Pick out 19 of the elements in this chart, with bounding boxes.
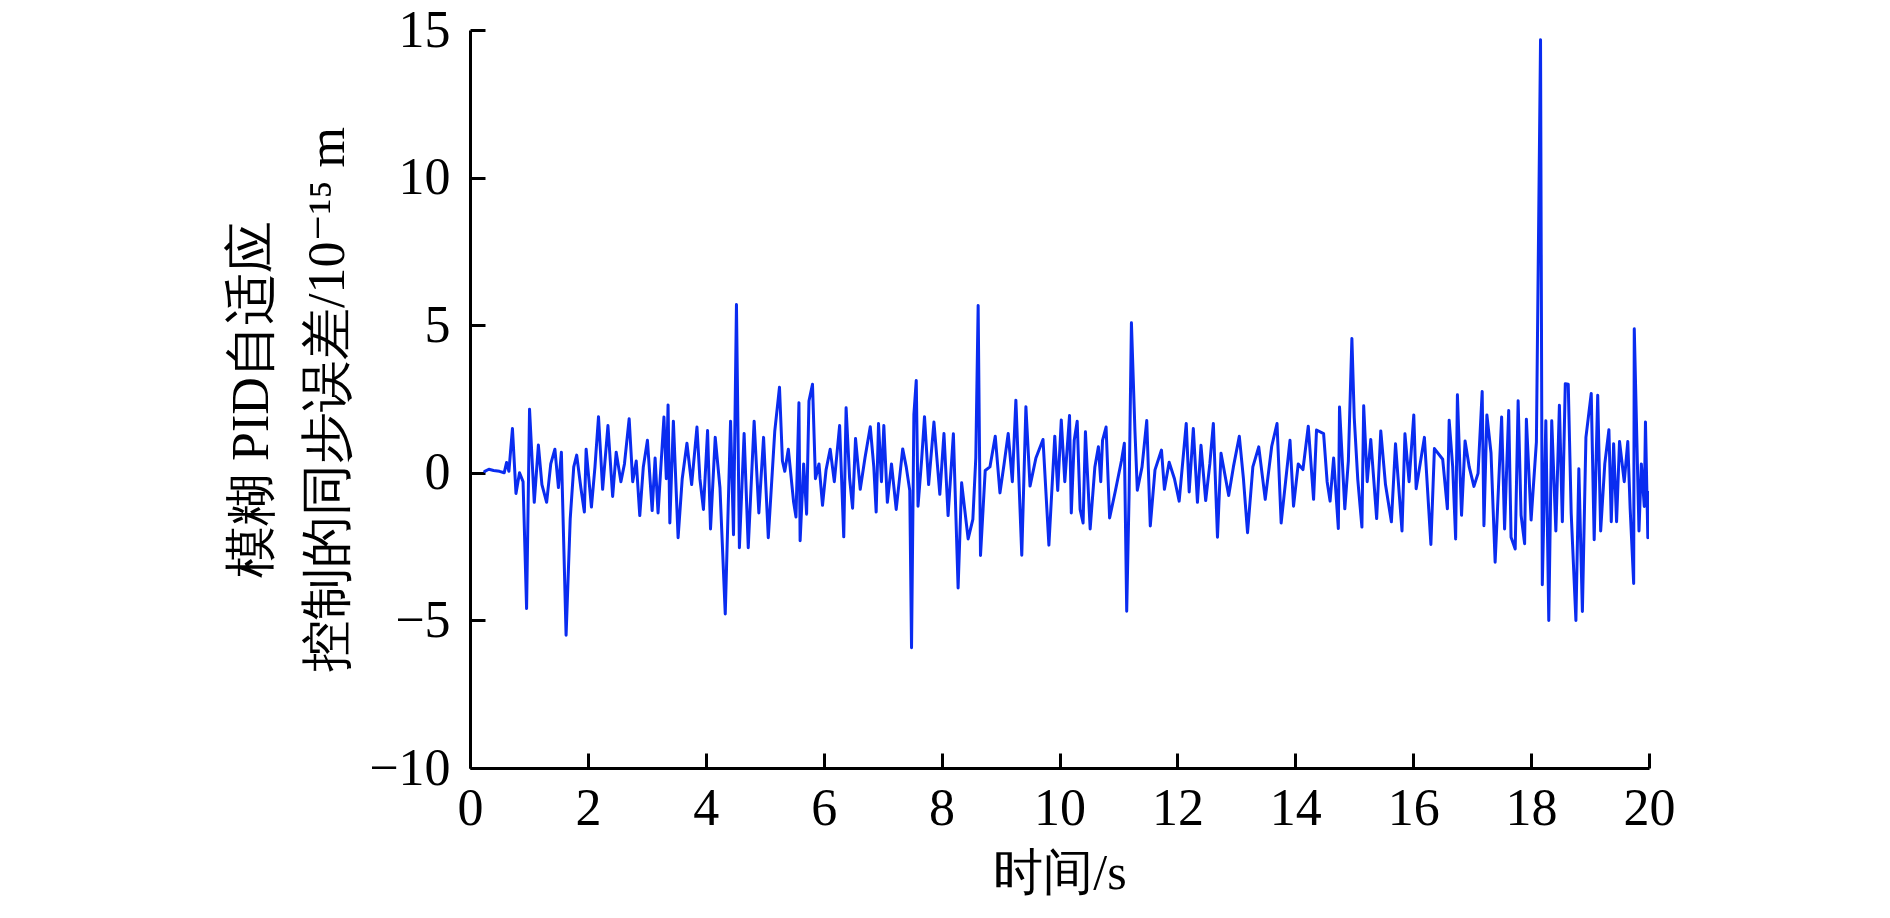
- y-tick-label: 10: [398, 148, 451, 206]
- x-axis-title: 时间/s: [993, 843, 1127, 900]
- x-tick-label: 18: [1505, 778, 1558, 836]
- y-tick-label: −10: [369, 738, 451, 796]
- y-tick-label: 15: [398, 0, 451, 58]
- x-tick-label: 10: [1034, 778, 1086, 836]
- x-tick-label: 4: [693, 778, 720, 836]
- line-series: [483, 38, 1649, 650]
- x-tick-label: 14: [1269, 778, 1322, 836]
- x-tick-label: 8: [929, 778, 956, 836]
- x-tick-label: 2: [575, 778, 602, 836]
- y-tick-label: 0: [424, 443, 451, 501]
- y-axis-title: 模糊 PID自适应控制的同步误差/10⁻¹⁵ m: [222, 126, 356, 673]
- y-tick-label: 5: [424, 295, 451, 353]
- x-tick-label: 20: [1623, 778, 1676, 836]
- x-tick-label: 6: [811, 778, 838, 836]
- y-tick-label: −5: [395, 590, 451, 648]
- x-tick-label: 12: [1151, 778, 1204, 836]
- x-tick-label: 16: [1387, 778, 1440, 836]
